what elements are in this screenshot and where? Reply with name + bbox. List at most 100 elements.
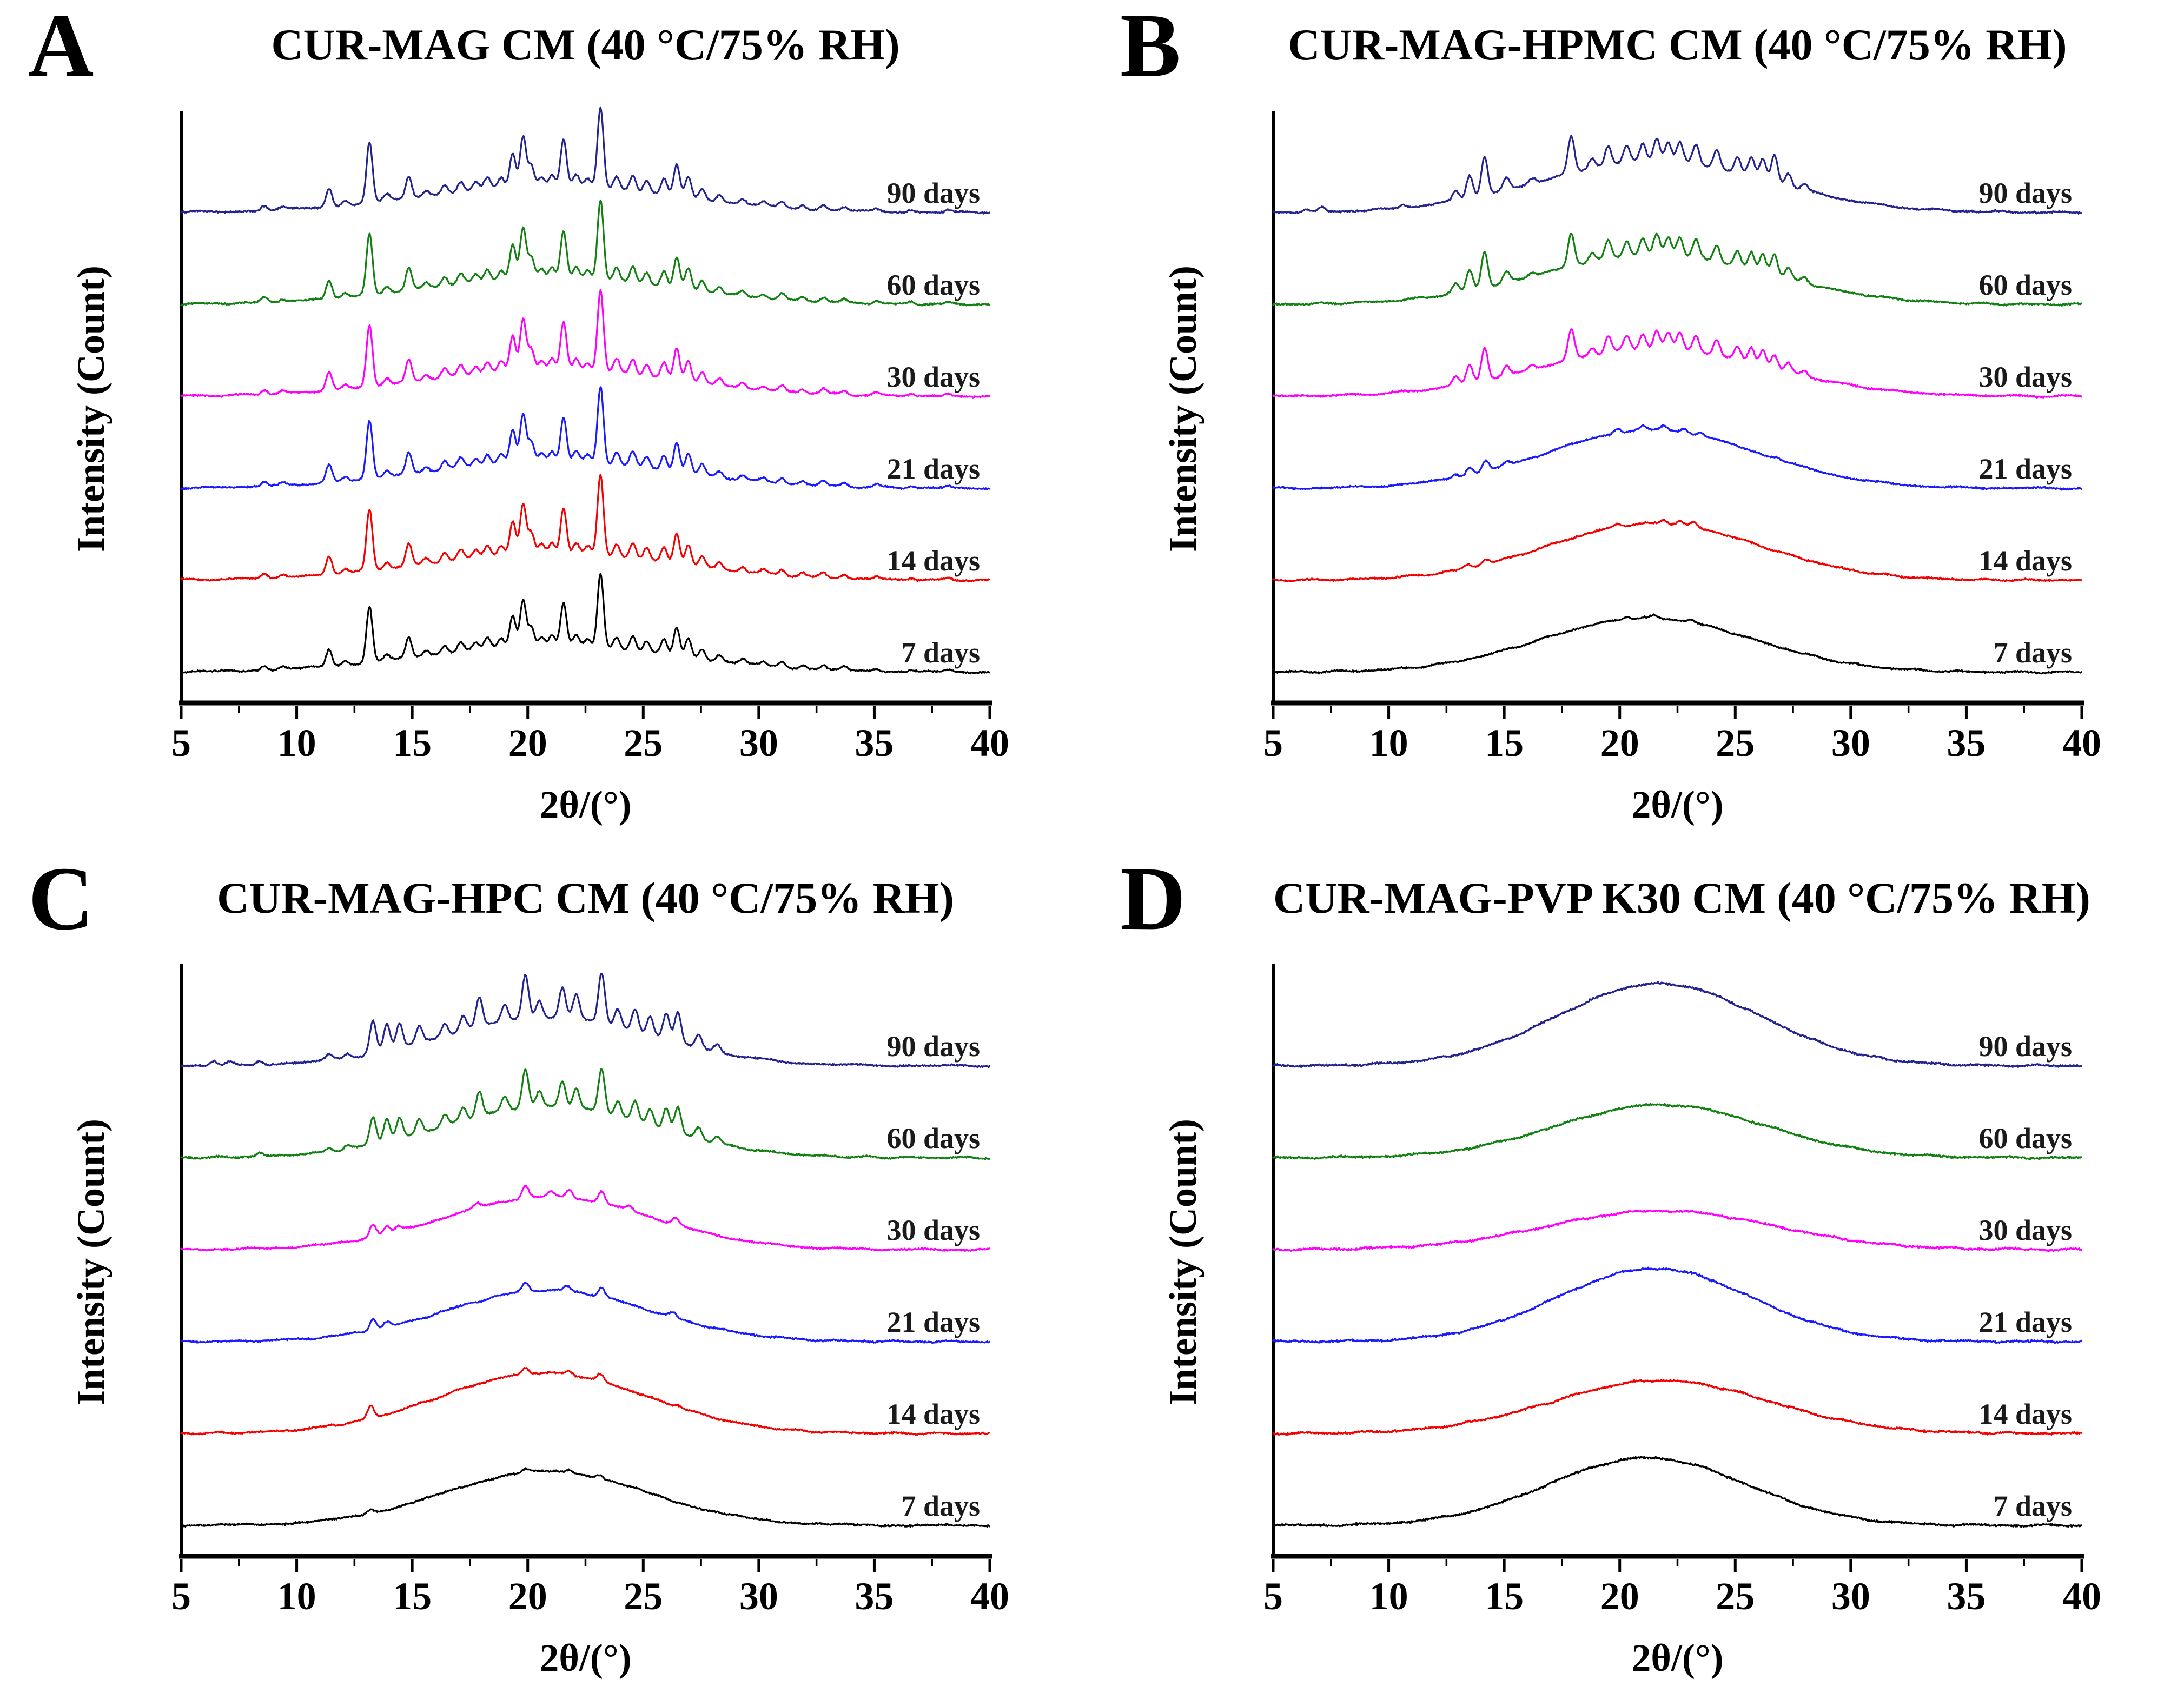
panel-letter-C: C <box>28 848 94 949</box>
trace-label-14-days: 14 days <box>886 1398 980 1430</box>
panel-A: A CUR-MAG CM (40 °C/75% RH) 5 10 15 20 25 30 3… <box>0 0 1092 853</box>
trace-30-days <box>1272 328 2082 399</box>
trace-label-30-days: 30 days <box>886 1214 980 1246</box>
trace-60-days <box>1272 232 2082 307</box>
x-tick-label: 10 <box>1369 721 1408 765</box>
x-tick-label: 30 <box>739 1575 778 1618</box>
x-tick-label: 15 <box>1485 1575 1524 1618</box>
trace-21-days <box>180 1282 990 1344</box>
trace-60-days <box>180 200 990 307</box>
trace-label-90-days: 90 days <box>1978 177 2072 209</box>
x-tick-label: 10 <box>1369 1575 1408 1618</box>
trace-label-14-days: 14 days <box>886 545 980 577</box>
y-axis-title: Intensity (Count) <box>69 1118 112 1405</box>
x-tick-label: 15 <box>1485 721 1524 765</box>
x-tick-label: 20 <box>1600 721 1639 765</box>
trace-label-7-days: 7 days <box>901 636 980 669</box>
x-tick-label: 40 <box>2062 721 2101 765</box>
trace-label-21-days: 21 days <box>1978 1306 2072 1338</box>
trace-14-days <box>1272 1378 2082 1436</box>
panel-C: C CUR-MAG-HPC CM (40 °C/75% RH) 5 10 15 20 2… <box>0 853 1092 1706</box>
x-tick-label: 15 <box>393 1575 432 1618</box>
trace-label-60-days: 60 days <box>886 1122 980 1154</box>
x-tick-label: 35 <box>855 721 894 765</box>
x-tick-label: 5 <box>1263 1575 1283 1618</box>
trace-21-days <box>1272 1266 2082 1344</box>
panel-letter-B: B <box>1120 0 1181 96</box>
x-axis-title: 2θ/(°) <box>1631 1636 1723 1680</box>
panel-B: B CUR-MAG-HPMC CM (40 °C/75% RH) 5 10 15 20… <box>1092 0 2184 853</box>
trace-30-days <box>180 1184 990 1252</box>
trace-label-21-days: 21 days <box>886 1306 980 1338</box>
x-tick-label: 5 <box>171 1575 191 1618</box>
x-tick-label: 20 <box>508 1575 547 1618</box>
trace-21-days <box>1272 423 2082 491</box>
x-tick-label: 10 <box>277 721 316 765</box>
panel-plot-A: 5 10 15 20 25 30 35 40 2θ/(°) Intensity (Count) 7 … <box>69 106 1009 826</box>
x-tick-label: 40 <box>2062 1575 2101 1618</box>
trace-7-days <box>180 1466 990 1528</box>
panel-D: D CUR-MAG-PVP K30 CM (40 °C/75% RH) 5 10 1… <box>1092 853 2184 1706</box>
panel-letter-A: A <box>28 0 94 96</box>
panel-title-D: CUR-MAG-PVP K30 CM (40 °C/75% RH) <box>1273 873 2090 922</box>
x-tick-label: 35 <box>1947 1575 1986 1618</box>
y-axis-title: Intensity (Count) <box>1161 1118 1204 1405</box>
trace-14-days <box>180 474 990 583</box>
trace-90-days <box>1272 980 2082 1068</box>
x-tick-label: 35 <box>855 1575 894 1618</box>
trace-label-7-days: 7 days <box>1993 636 2072 669</box>
y-axis-title: Intensity (Count) <box>69 265 112 552</box>
panel-plot-C: 5 10 15 20 25 30 35 40 2θ/(°) Intensity (Count) 7 … <box>69 964 1009 1680</box>
x-tick-label: 30 <box>739 721 778 765</box>
trace-label-60-days: 60 days <box>1978 1122 2072 1154</box>
x-axis-title: 2θ/(°) <box>539 783 631 826</box>
x-tick-label: 35 <box>1947 721 1986 765</box>
trace-label-60-days: 60 days <box>1978 269 2072 301</box>
panel-title-A: CUR-MAG CM (40 °C/75% RH) <box>271 20 900 69</box>
x-tick-label: 30 <box>1831 1575 1870 1618</box>
x-axis-title: 2θ/(°) <box>539 1636 631 1680</box>
trace-14-days <box>180 1366 990 1436</box>
x-tick-label: 5 <box>1263 721 1283 765</box>
x-tick-label: 40 <box>970 721 1009 765</box>
x-tick-label: 25 <box>624 1575 663 1618</box>
trace-30-days <box>1272 1209 2082 1252</box>
trace-14-days <box>1272 519 2082 582</box>
x-tick-label: 15 <box>393 721 432 765</box>
trace-label-90-days: 90 days <box>886 1030 980 1063</box>
x-tick-label: 10 <box>277 1575 316 1618</box>
trace-90-days <box>180 106 990 215</box>
x-tick-label: 20 <box>508 721 547 765</box>
x-tick-label: 30 <box>1831 721 1870 765</box>
trace-label-14-days: 14 days <box>1978 545 2072 577</box>
trace-label-7-days: 7 days <box>1993 1490 2072 1522</box>
trace-label-7-days: 7 days <box>901 1490 980 1522</box>
x-tick-label: 25 <box>1716 721 1755 765</box>
trace-label-21-days: 21 days <box>886 453 980 485</box>
trace-7-days <box>1272 1455 2082 1528</box>
trace-30-days <box>180 289 990 399</box>
trace-label-90-days: 90 days <box>886 177 980 209</box>
trace-label-60-days: 60 days <box>886 269 980 301</box>
x-tick-label: 40 <box>970 1575 1009 1618</box>
x-tick-label: 20 <box>1600 1575 1639 1618</box>
trace-label-14-days: 14 days <box>1978 1398 2072 1430</box>
trace-90-days <box>1272 135 2082 215</box>
panel-title-B: CUR-MAG-HPMC CM (40 °C/75% RH) <box>1288 20 2067 69</box>
y-axis-title: Intensity (Count) <box>1161 265 1204 552</box>
trace-7-days <box>180 573 990 675</box>
panel-title-C: CUR-MAG-HPC CM (40 °C/75% RH) <box>217 873 954 922</box>
trace-21-days <box>180 386 990 490</box>
trace-label-30-days: 30 days <box>1978 361 2072 393</box>
trace-7-days <box>1272 613 2082 675</box>
trace-label-21-days: 21 days <box>1978 453 2072 485</box>
x-tick-label: 5 <box>171 721 191 765</box>
x-axis-title: 2θ/(°) <box>1631 783 1723 826</box>
panel-plot-D: 5 10 15 20 25 30 35 40 2θ/(°) Intensity (Count) 7 … <box>1161 964 2101 1680</box>
trace-label-30-days: 30 days <box>1978 1214 2072 1246</box>
x-tick-label: 25 <box>624 721 663 765</box>
x-tick-label: 25 <box>1716 1575 1755 1618</box>
trace-60-days <box>180 1068 990 1160</box>
trace-label-30-days: 30 days <box>886 361 980 393</box>
